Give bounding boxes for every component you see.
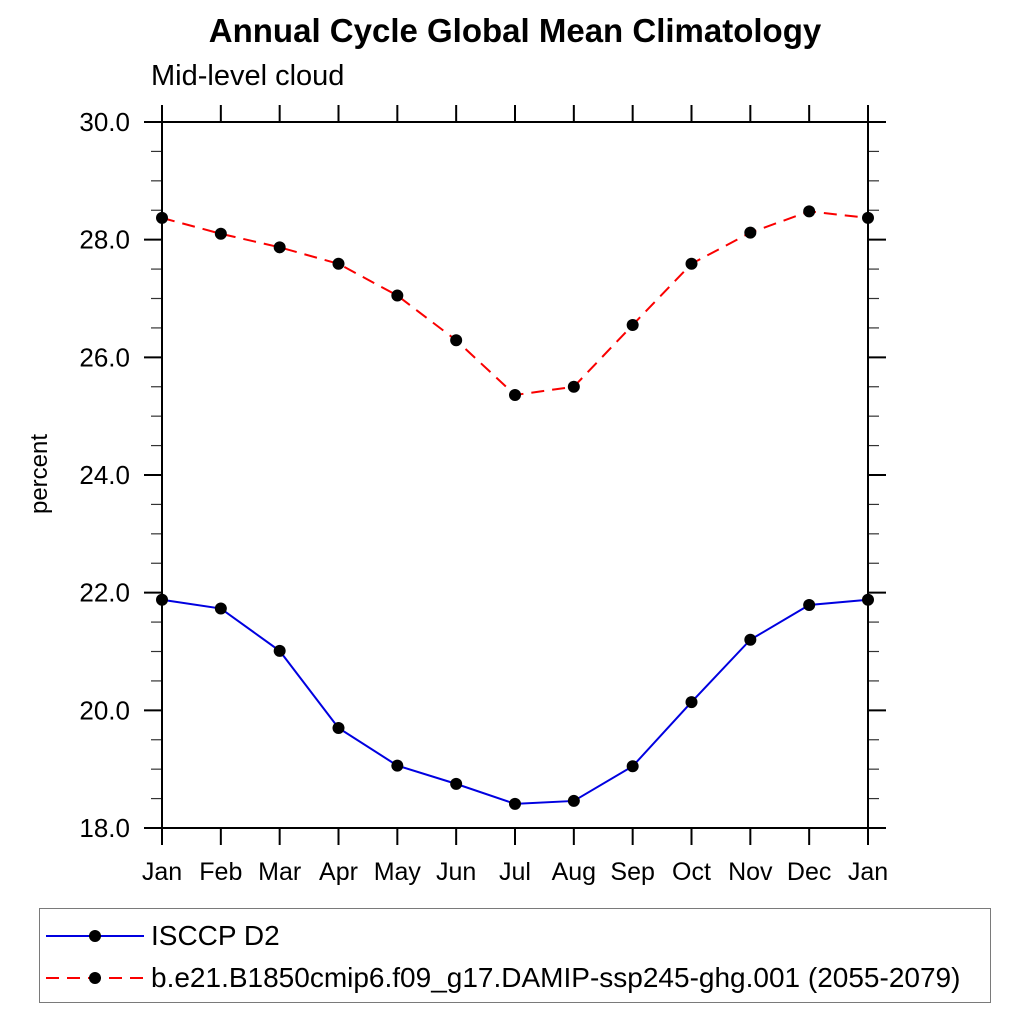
legend-label-isccp-d2: ISCCP D2 [151,920,280,951]
x-tick-label: Jan [848,858,888,886]
data-point-marker-1 [332,257,345,270]
plot-frame [161,121,869,829]
y-tick-label: 20.0 [79,695,130,725]
data-point-marker-1 [391,289,404,302]
x-tick-label: Jul [499,858,531,886]
legend-box: ISCCP D2 b.e21.B1850cmip6.f09_g17.DAMIP-… [39,908,991,1003]
data-point-marker-1 [156,211,168,224]
y-tick-label: 18.0 [79,813,130,843]
chart-subtitle: Mid-level cloud [151,60,345,92]
data-point-marker-1 [509,388,521,401]
series-line-1 [161,210,869,397]
data-point-marker-0 [156,593,168,606]
data-point-marker-0 [744,633,757,646]
legend-entry-isccp-d2: ISCCP D2 [46,922,280,950]
data-point-marker-0 [626,760,639,773]
legend-label-model: b.e21.B1850cmip6.f09_g17.DAMIP-ssp245-gh… [151,962,961,993]
x-tick-label: Dec [787,858,831,886]
data-point-marker-0 [685,696,698,709]
data-point-marker-0 [273,644,286,657]
y-tick-label: 22.0 [79,578,130,608]
x-tick-label: Aug [552,858,596,886]
x-tick-label: Sep [610,858,654,886]
y-tick-label: 30.0 [79,107,130,137]
x-tick-label: Feb [199,858,242,886]
data-point-marker-0 [803,599,816,612]
series-line-0 [161,598,869,805]
data-point-marker-0 [862,593,874,606]
data-point-marker-0 [450,777,463,790]
data-point-marker-0 [567,794,580,807]
x-tick-label: Nov [728,858,773,886]
data-point-marker-1 [862,211,874,224]
data-point-marker-0 [332,721,345,734]
legend-line-sample-solid-icon [46,930,144,942]
x-tick-label: Jun [436,858,476,886]
x-tick-label: Apr [319,858,358,886]
data-point-marker-1 [803,205,816,218]
data-point-marker-1 [273,241,286,254]
x-tick-label: May [374,858,422,886]
y-tick-label: 28.0 [79,225,130,255]
x-tick-label: Jan [142,858,182,886]
legend-entry-model: b.e21.B1850cmip6.f09_g17.DAMIP-ssp245-gh… [46,964,960,992]
y-tick-label: 26.0 [79,342,130,372]
data-point-marker-1 [744,226,757,239]
data-point-marker-1 [685,257,698,270]
x-tick-label: Mar [258,858,301,886]
y-tick-label: 24.0 [79,460,130,490]
data-point-marker-1 [567,380,580,393]
data-point-marker-0 [391,759,404,772]
data-point-marker-1 [214,227,227,240]
chart-title: Annual Cycle Global Mean Climatology [208,12,822,49]
x-tick-label: Oct [672,858,711,886]
legend-line-sample-dashed-icon [46,972,144,984]
data-point-marker-1 [450,334,463,347]
data-point-marker-0 [509,797,521,810]
data-point-marker-1 [626,318,639,331]
data-point-marker-0 [214,602,227,615]
